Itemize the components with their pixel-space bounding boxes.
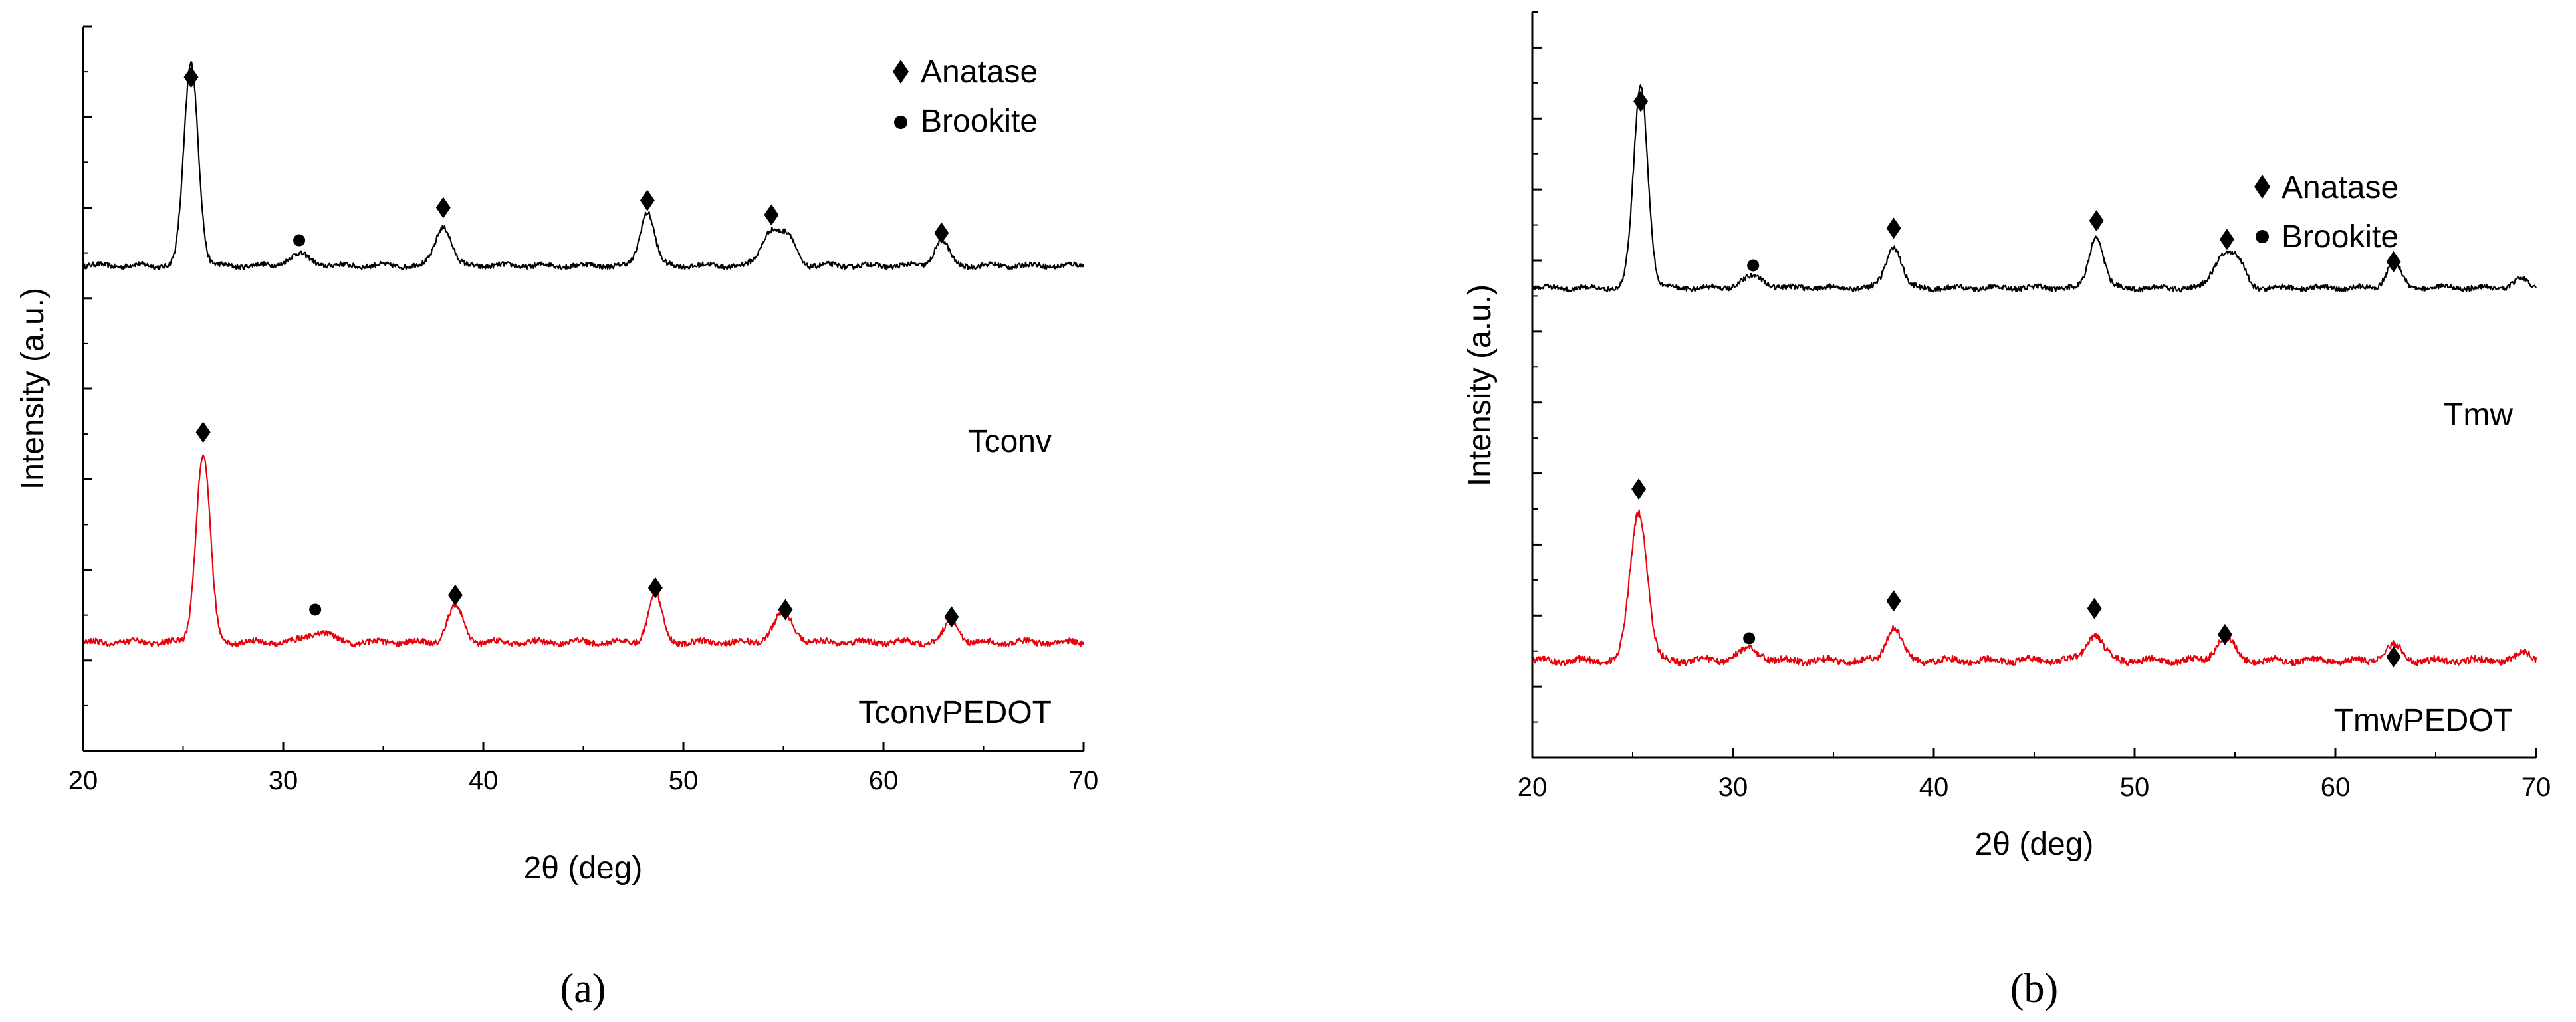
- legend-brookite-label-a: Brookite: [921, 104, 1038, 139]
- plot-area-a: [83, 27, 1084, 751]
- x-tick-label-a-2: 40: [469, 766, 499, 795]
- brookite-marker-tmw-1: [1747, 259, 1760, 272]
- anatase-marker-tconvpedot-5: [944, 606, 959, 628]
- brookite-marker-tconvpedot-1: [309, 603, 322, 616]
- series-lines-b: [1531, 84, 2537, 666]
- anatase-marker-tmw-2: [1886, 217, 1901, 239]
- legend-a: Anatase Brookite: [893, 54, 1038, 139]
- anatase-marker-tmw-0: [1633, 90, 1649, 112]
- anatase-marker-tmwpedot-4: [2217, 623, 2232, 645]
- y-axis-label-b: Intensity (a.u.): [1463, 284, 1498, 486]
- anatase-marker-tmwpedot-5: [2386, 646, 2401, 668]
- brookite-marker-tmwpedot-1: [1743, 632, 1756, 645]
- series-line-tmw: [1531, 84, 2537, 293]
- series-lines-a: [82, 61, 1085, 648]
- anatase-marker-tconv-3: [640, 189, 655, 211]
- legend-b: Anatase Brookite: [2254, 170, 2399, 255]
- anatase-marker-tconvpedot-0: [195, 421, 211, 443]
- anatase-marker-tmwpedot-3: [2087, 597, 2102, 619]
- series-label-tmw: Tmw: [2444, 397, 2513, 433]
- anatase-marker-tconvpedot-2: [447, 584, 463, 606]
- x-axis-label-a: 2θ (deg): [524, 851, 643, 886]
- anatase-marker-tmw-5: [2386, 251, 2401, 272]
- peak-markers-a: [183, 66, 959, 628]
- anatase-marker-tconvpedot-4: [778, 599, 793, 621]
- legend-anatase-label-a: Anatase: [921, 54, 1038, 90]
- legend-brookite-marker-b: [2256, 230, 2269, 243]
- legend-anatase-label-b: Anatase: [2282, 170, 2399, 205]
- chart-panel-a: 20 30 40 50 60 70 2θ (deg) Intensity (a.u.) A…: [15, 25, 1099, 1011]
- anatase-marker-tmwpedot-2: [1886, 590, 1901, 612]
- series-line-tconvpedot: [82, 454, 1085, 648]
- x-tick-label-b-2: 40: [1919, 773, 1949, 802]
- legend-brookite-label-b: Brookite: [2282, 219, 2399, 255]
- x-tick-label-b-3: 50: [2120, 773, 2150, 802]
- x-tick-label-a-4: 60: [869, 766, 899, 795]
- x-axis-label-b: 2θ (deg): [1975, 827, 2094, 862]
- anatase-marker-tconv-5: [934, 222, 949, 244]
- anatase-marker-tconv-0: [183, 66, 199, 88]
- series-label-tmwpedot: TmwPEDOT: [2334, 703, 2513, 738]
- anatase-marker-tconv-4: [764, 204, 779, 226]
- anatase-marker-tmwpedot-0: [1631, 478, 1647, 500]
- y-axis-label-a: Intensity (a.u.): [15, 288, 51, 490]
- brookite-marker-tconv-1: [293, 234, 306, 247]
- peak-markers-b: [1631, 90, 2401, 668]
- x-tick-label-b-4: 60: [2321, 773, 2351, 802]
- series-label-tconvpedot: TconvPEDOT: [858, 695, 1052, 730]
- axis-ticks-b: 20 30 40 50 60 70: [1518, 11, 2551, 802]
- anatase-marker-tconvpedot-3: [647, 577, 663, 599]
- chart-panel-b: 20 30 40 50 60 70 2θ (deg) Intensity (a.u.) A…: [1463, 11, 2551, 1011]
- legend-anatase-marker-b: [2254, 175, 2270, 199]
- x-tick-label-a-1: 30: [269, 766, 298, 795]
- anatase-marker-tmw-3: [2089, 210, 2104, 232]
- x-tick-label-b-5: 70: [2521, 773, 2551, 802]
- x-tick-label-b-1: 30: [1718, 773, 1748, 802]
- x-tick-label-b-0: 20: [1518, 773, 1548, 802]
- plot-area-b: [1532, 12, 2536, 758]
- x-tick-label-a-3: 50: [669, 766, 699, 795]
- axis-ticks-a: 20 30 40 50 60 70: [68, 25, 1099, 795]
- anatase-marker-tmw-4: [2219, 229, 2234, 251]
- x-tick-label-a-0: 20: [68, 766, 98, 795]
- legend-anatase-marker-a: [893, 60, 909, 84]
- panel-caption-b: (b): [2010, 966, 2058, 1011]
- panel-caption-a: (a): [560, 966, 606, 1011]
- series-label-tconv: Tconv: [969, 424, 1052, 459]
- anatase-marker-tconv-2: [435, 197, 451, 219]
- legend-brookite-marker-a: [894, 116, 907, 129]
- series-line-tmwpedot: [1531, 509, 2537, 666]
- x-tick-label-a-5: 70: [1069, 766, 1099, 795]
- series-line-tconv: [82, 61, 1085, 270]
